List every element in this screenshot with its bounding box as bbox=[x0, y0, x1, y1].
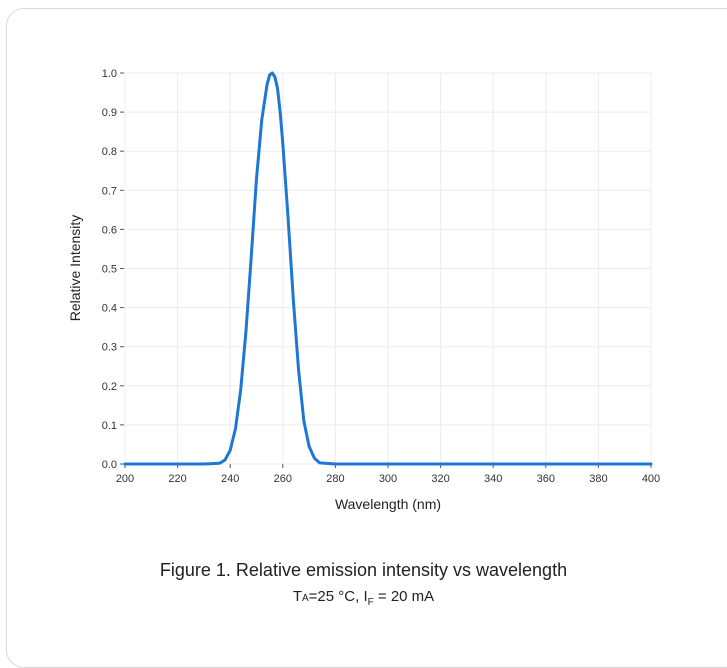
x-tick-label: 400 bbox=[642, 473, 660, 485]
x-tick-label: 300 bbox=[379, 473, 397, 485]
if-symbol: I bbox=[363, 588, 368, 605]
x-tick-label: 280 bbox=[326, 473, 344, 485]
y-axis-label: Relative Intensity bbox=[67, 215, 83, 322]
if-value: = 20 mA bbox=[373, 588, 435, 605]
x-tick-label: 200 bbox=[116, 473, 134, 485]
y-tick-label: 0.2 bbox=[102, 381, 117, 393]
y-tick-label: 0.6 bbox=[102, 224, 117, 236]
y-tick-label: 0.1 bbox=[102, 420, 117, 432]
x-axis-label: Wavelength (nm) bbox=[335, 496, 441, 512]
y-tick-label: 0.9 bbox=[102, 107, 117, 119]
y-tick-label: 0.4 bbox=[102, 303, 117, 315]
ta-subscript: A bbox=[301, 593, 309, 604]
y-tick-label: 0.5 bbox=[102, 264, 117, 276]
x-tick-label: 340 bbox=[484, 473, 502, 485]
ta-value: =25 °C, bbox=[308, 588, 364, 605]
y-tick-label: 0.0 bbox=[102, 459, 117, 471]
figure-caption: Figure 1. Relative emission intensity vs… bbox=[159, 560, 568, 580]
x-tick-label: 260 bbox=[274, 473, 292, 485]
emission-chart: 200 220 240 260 280 300 320 340 360 380 400 0.0 0.1 0… bbox=[67, 68, 660, 512]
x-tick-label: 380 bbox=[589, 473, 607, 485]
y-tick-label: 0.7 bbox=[102, 185, 117, 197]
x-tick-label: 320 bbox=[431, 473, 449, 485]
y-tick-label: 1.0 bbox=[102, 68, 117, 80]
x-tick-label: 240 bbox=[221, 473, 239, 485]
y-tick-label: 0.8 bbox=[102, 146, 117, 158]
ta-symbol: T bbox=[292, 588, 302, 605]
test-conditions: TA=25 °C, IF = 20 mA bbox=[0, 588, 727, 608]
x-tick-label: 220 bbox=[168, 473, 186, 485]
emission-spectrum-line bbox=[123, 71, 653, 466]
figure-card bbox=[6, 8, 727, 668]
y-tick-label: 0.3 bbox=[102, 342, 117, 354]
chart-grid bbox=[124, 72, 652, 465]
x-tick-label: 360 bbox=[537, 473, 555, 485]
if-subscript: F bbox=[367, 597, 374, 608]
chart-series bbox=[123, 71, 653, 466]
chart-ticks: 200 220 240 260 280 300 320 340 360 380 400 0.0 0.1 0… bbox=[102, 68, 660, 485]
